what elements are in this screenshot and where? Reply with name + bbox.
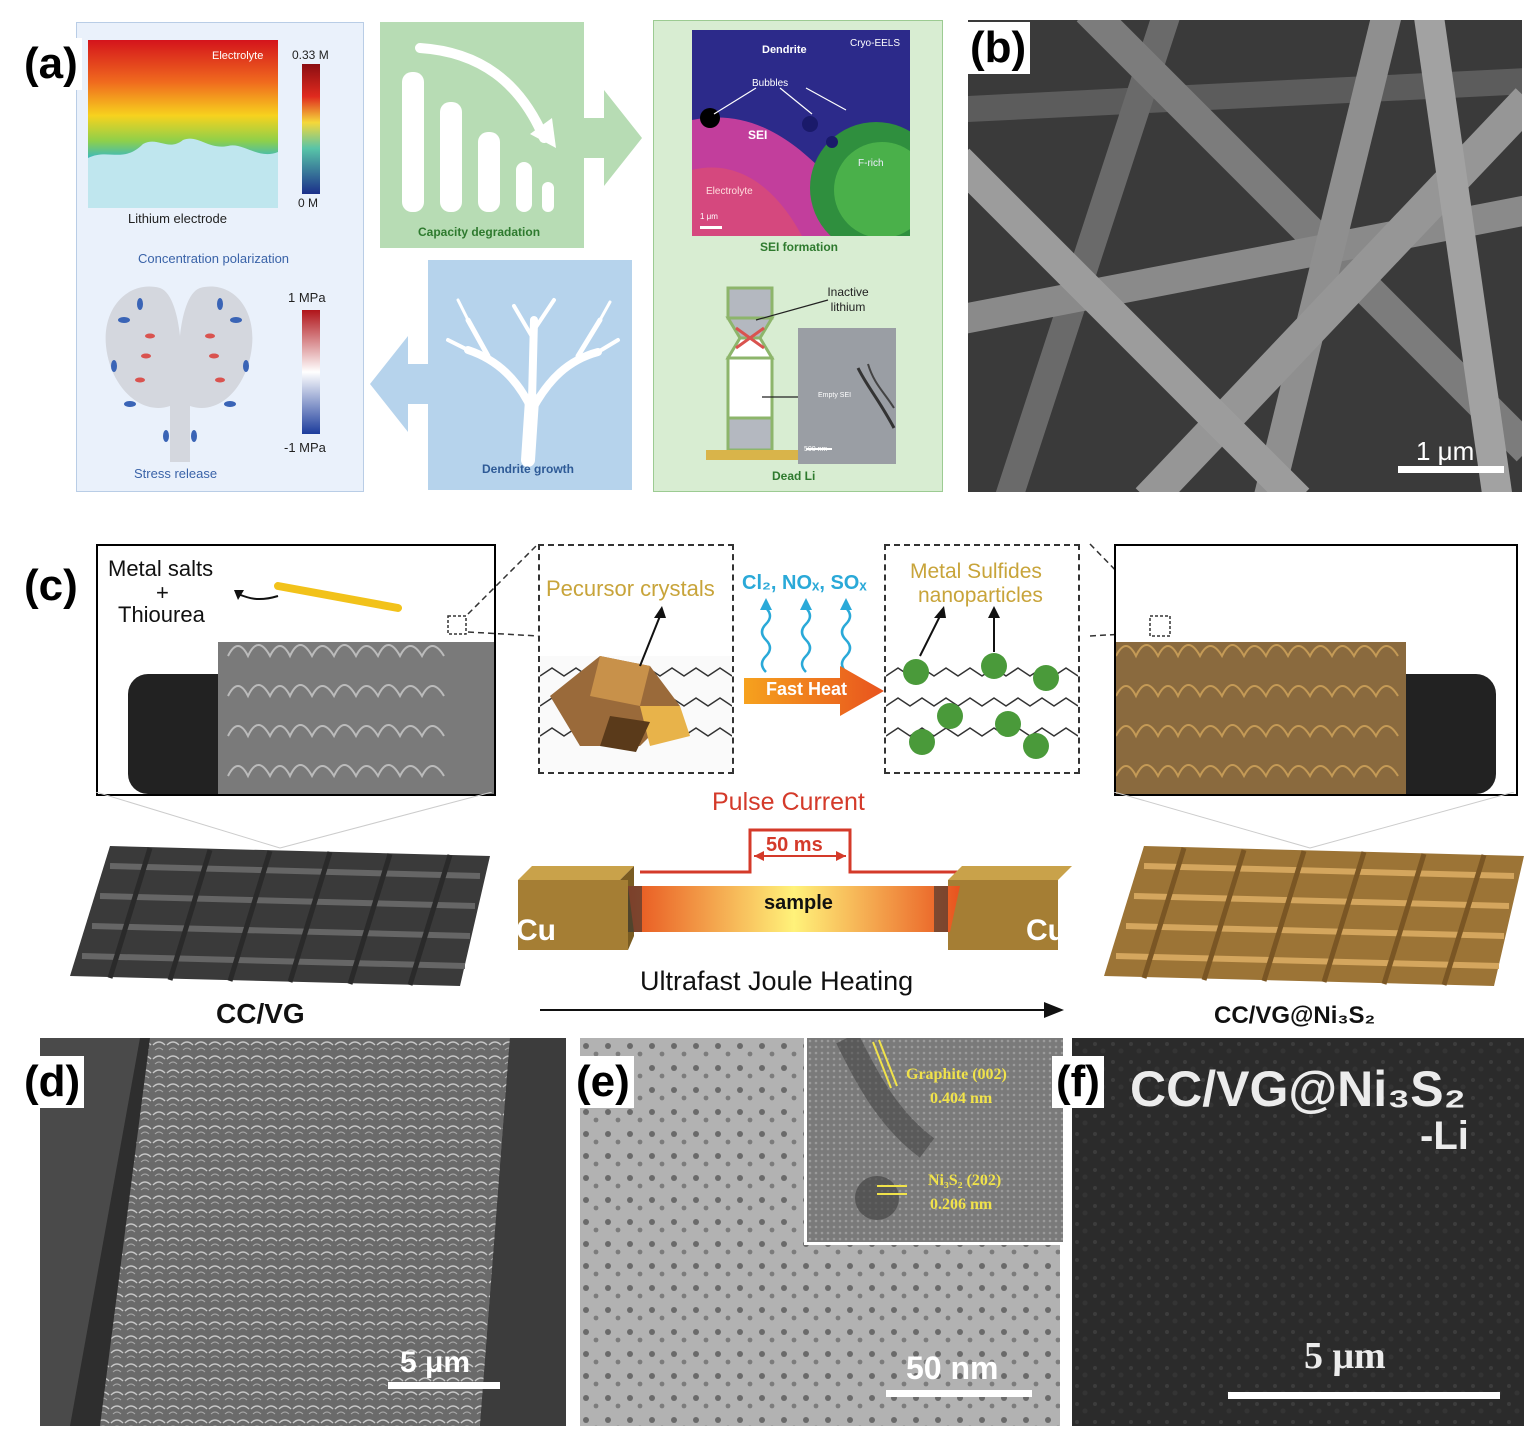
cu-right-label: Cu	[1026, 914, 1066, 947]
panel-e-scale-bar	[886, 1390, 1032, 1397]
gas-wavy-arrows	[760, 598, 852, 673]
cc-vg-zoom-box	[96, 544, 496, 796]
sei-formation-label: SEI formation	[760, 240, 839, 254]
sei-scale-label: 1 μm	[700, 212, 718, 221]
sei-label: SEI	[748, 128, 768, 142]
concentration-colorbar	[302, 64, 320, 194]
ni3s2-spacing-label: 0.206 nm	[930, 1196, 993, 1213]
thiourea-label: Thiourea	[118, 602, 205, 627]
cryo-eels-map	[692, 30, 910, 236]
sem-image-cc-vg-ni3s2-li	[1072, 1038, 1524, 1426]
electrolyte-sei-label: Electrolyte	[706, 186, 753, 197]
gases-label: Cl₂, NOₓ, SOₓ	[742, 572, 867, 594]
concentration-map	[88, 40, 278, 208]
electrolyte-label: Electrolyte	[212, 50, 264, 62]
dendrite-tree-icon	[446, 298, 620, 467]
stress-min-label: -1 MPa	[284, 440, 326, 455]
cu-left-label: Cu	[516, 914, 556, 947]
stress-max-label: 1 MPa	[288, 290, 326, 305]
metal-salts-label: Metal salts	[108, 556, 214, 581]
panel-label-b: (b)	[966, 22, 1031, 74]
bubbles-arrows	[713, 87, 847, 115]
fast-heat-label: Fast Heat	[766, 679, 848, 699]
concentration-polarization-label: Concentration polarization	[138, 251, 290, 266]
joule-heating-device	[518, 866, 1072, 950]
inactive-lithium-pointer	[755, 299, 829, 321]
sem-image-cc-vg-fiber	[40, 1038, 566, 1426]
panel-label-d: (d)	[20, 1056, 85, 1108]
ultrafast-joule-heating-label: Ultrafast Joule Heating	[640, 966, 914, 996]
pulse-current-label: Pulse Current	[712, 788, 865, 816]
f-rich-label: F-rich	[858, 158, 884, 169]
precursor-crystals-label: Pecursor crystals	[546, 576, 715, 601]
stress-colorbar	[302, 310, 320, 434]
pulse-waveform	[640, 828, 960, 874]
conc-max-label: 0.33 M	[292, 48, 329, 62]
panel-b-scale-label: 1 μm	[1416, 436, 1475, 466]
panel-label-f: (f)	[1052, 1056, 1104, 1108]
sem-image-nanofibers	[968, 20, 1522, 492]
panel-b-scale-bar	[1398, 466, 1504, 473]
panel-f-scale-label: 5 μm	[1304, 1335, 1386, 1377]
dead-li-schematic	[706, 286, 802, 460]
empty-sei-label: Empty SEI	[818, 392, 852, 399]
dead-li-tem-image	[798, 328, 896, 464]
pulse-width-label: 50 ms	[766, 834, 823, 856]
dendrite-growth-label: Dendrite growth	[482, 462, 574, 476]
graphite-label: Graphite (002)	[906, 1066, 1007, 1083]
hrtem-inset	[804, 1038, 1063, 1245]
panel-d-scale-label: 5 μm	[400, 1346, 471, 1379]
dendrite-label: Dendrite	[762, 44, 807, 56]
ni3s2-label: Ni₃S₂ (202)	[928, 1172, 1002, 1189]
lithium-electrode-label: Lithium electrode	[128, 211, 227, 226]
fabric-projection-lines	[95, 792, 1515, 849]
arrow-left-blue	[370, 336, 428, 432]
panel-f-title-line-2: -Li	[1420, 1114, 1469, 1158]
panel-f-title-line-1: CC/VG@Ni₃S₂	[1130, 1061, 1466, 1117]
bubbles-label: Bubbles	[752, 78, 789, 89]
cc-vg-ni3s2-fabric	[1104, 846, 1524, 986]
panel-label-c: (c)	[20, 560, 82, 612]
cc-vg-ni3s2-label: CC/VG@Ni₃S₂	[1214, 1002, 1376, 1029]
sample-label: sample	[764, 892, 833, 914]
conc-min-label: 0 M	[298, 196, 319, 210]
stress-map	[105, 286, 253, 462]
cc-vg-ni3s2-zoom-box	[1114, 544, 1518, 796]
capacity-degradation-label: Capacity degradation	[418, 225, 541, 239]
fast-heat-arrow	[744, 666, 884, 716]
tem-filaments	[806, 363, 896, 450]
cryo-eels-label: Cryo-EELS	[850, 38, 901, 49]
panel-e-scale-label: 50 nm	[906, 1350, 999, 1386]
capacity-degradation-icon	[402, 43, 556, 212]
cc-vg-label: CC/VG	[216, 998, 305, 1029]
arrow-right-green	[584, 90, 642, 186]
dead-li-label: Dead Li	[772, 469, 816, 483]
precursor-zoom-box	[538, 544, 734, 774]
cc-vg-fabric	[70, 846, 490, 986]
metal-sulfides-label-2: nanoparticles	[918, 584, 1043, 607]
panel-label-a: (a)	[20, 38, 82, 90]
panel-d-scale-bar	[388, 1382, 500, 1389]
panel-label-e: (e)	[572, 1056, 634, 1108]
inactive-lithium-label: Inactive lithium	[827, 285, 869, 314]
sulfide-zoom-box	[884, 544, 1080, 774]
tem-scale-label: 500 nm	[804, 446, 828, 453]
stress-release-label: Stress release	[134, 466, 218, 481]
panel-f-scale-bar	[1228, 1392, 1500, 1399]
graphite-spacing-label: 0.404 nm	[930, 1090, 993, 1107]
process-arrow	[540, 1002, 1064, 1018]
metal-sulfides-label-1: Metal Sulfides	[910, 560, 1042, 583]
plus-label: +	[156, 580, 169, 605]
